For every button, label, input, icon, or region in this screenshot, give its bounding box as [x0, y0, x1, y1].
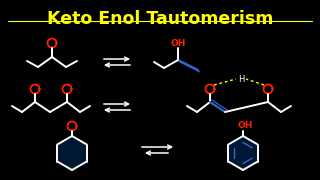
Text: OH: OH — [237, 122, 253, 130]
Text: Keto Enol Tautomerism: Keto Enol Tautomerism — [47, 10, 273, 28]
Polygon shape — [228, 136, 258, 170]
Polygon shape — [57, 136, 87, 170]
Text: H: H — [238, 75, 244, 84]
Text: OH: OH — [170, 39, 186, 48]
